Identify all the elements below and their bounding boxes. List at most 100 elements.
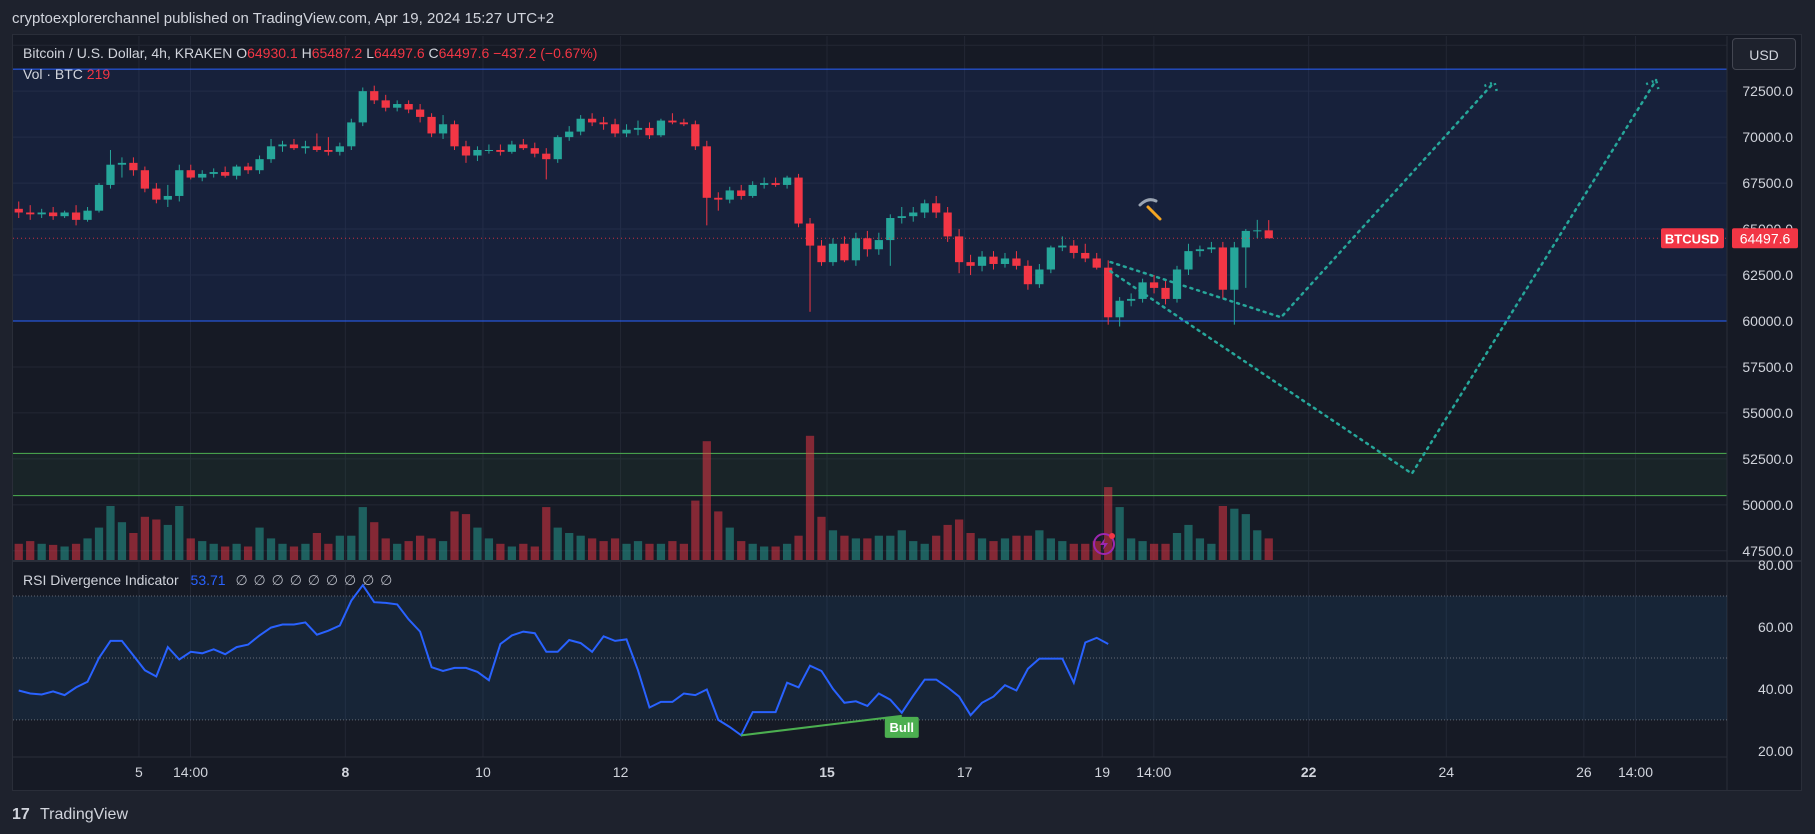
candle[interactable] [874,232,883,255]
candle[interactable] [1023,260,1033,290]
candle[interactable] [599,116,608,130]
candle[interactable] [1000,252,1010,268]
candle[interactable] [1195,245,1205,257]
price-tag[interactable]: BTCUSD 64497.6 [1661,228,1798,249]
candle[interactable] [427,113,436,138]
candle[interactable] [622,124,631,138]
candle[interactable] [1264,220,1273,239]
candle[interactable] [301,140,310,154]
candle[interactable] [553,135,562,163]
candle[interactable] [381,94,390,112]
candle[interactable] [484,144,494,154]
candle[interactable] [404,100,413,114]
candle[interactable] [886,214,895,266]
candle[interactable] [347,118,356,150]
currency-button[interactable]: USD [1732,38,1796,70]
time-axis[interactable]: 5 14:00 8 10 12 15 17 19 14:00 22 24 26 14:00 [135,764,1653,780]
candle[interactable] [140,166,150,193]
candle[interactable] [450,120,459,150]
candle[interactable] [1253,219,1262,239]
candle[interactable] [840,236,849,263]
candle[interactable] [817,240,826,266]
bull-divergence-line[interactable] [741,714,902,737]
candle[interactable] [702,140,711,226]
candle[interactable] [851,232,861,266]
candle[interactable] [175,164,184,202]
candle[interactable] [312,133,322,152]
candle[interactable] [129,157,138,176]
candle[interactable] [1184,243,1193,276]
candle[interactable] [530,142,539,158]
candle[interactable] [863,230,872,257]
candle[interactable] [1092,252,1101,270]
candle[interactable] [393,100,402,112]
candle[interactable] [415,104,425,123]
tradingview-logo-icon[interactable]: 17 [12,806,30,823]
candle[interactable] [1149,275,1159,294]
candle[interactable] [542,148,551,180]
candle[interactable] [977,251,987,272]
candle[interactable] [782,175,792,189]
candle[interactable] [243,162,253,174]
candle[interactable] [656,118,666,138]
candle[interactable] [748,181,757,198]
candle[interactable] [221,166,230,178]
bull-label[interactable]: Bull [884,716,919,738]
flash-icon[interactable] [1093,533,1115,555]
candle[interactable] [909,206,918,222]
candle[interactable] [565,126,574,141]
symbol-title[interactable]: Bitcoin / U.S. Dollar, 4h, KRAKEN [23,45,233,61]
candle[interactable] [1115,297,1124,327]
candle[interactable] [668,113,677,125]
candle[interactable] [1046,245,1055,274]
candle[interactable] [14,201,23,219]
candle[interactable] [920,199,929,219]
candle[interactable] [71,205,81,226]
candle[interactable] [232,164,241,180]
candle[interactable] [324,137,333,156]
candle[interactable] [610,118,620,138]
candle[interactable] [335,142,344,156]
candle[interactable] [771,177,780,187]
candle[interactable] [519,138,528,150]
candle[interactable] [278,140,287,152]
candle[interactable] [186,164,195,180]
candle[interactable] [828,238,838,266]
candle[interactable] [1230,241,1239,325]
candle[interactable] [94,183,104,213]
rsi-name[interactable]: RSI Divergence Indicator [23,572,179,588]
candle[interactable] [152,183,161,204]
candle[interactable] [1035,263,1044,288]
volume-label[interactable]: Vol · BTC [23,66,83,82]
candle[interactable] [737,184,746,200]
candle[interactable] [1126,293,1136,307]
candle[interactable] [266,138,276,163]
candle[interactable] [576,115,585,136]
candle[interactable] [897,206,906,224]
rsi-axis[interactable]: 20.00 40.00 60.00 80.00 [1758,557,1793,759]
candle[interactable] [794,173,803,228]
candle[interactable] [760,177,769,189]
candle[interactable] [943,206,952,242]
candle[interactable] [163,184,172,207]
candle[interactable] [1138,278,1147,303]
candle[interactable] [370,85,379,105]
price-axis[interactable]: 47500.0 50000.0 52500.0 55000.0 57500.0 60000… [1742,37,1793,559]
candle[interactable] [1207,241,1216,253]
candle[interactable] [932,195,941,219]
candle[interactable] [805,218,815,312]
candle[interactable] [209,168,218,178]
candle[interactable] [1081,243,1090,263]
candle[interactable] [989,251,998,270]
candle[interactable] [1241,229,1250,288]
candle[interactable] [507,140,516,154]
candle[interactable] [588,113,597,127]
candle[interactable] [1012,251,1021,270]
candle[interactable] [83,206,92,222]
candle[interactable] [1218,241,1227,299]
candle[interactable] [255,155,264,174]
candle[interactable] [60,210,69,219]
candle[interactable] [198,170,207,182]
candle[interactable] [49,206,58,220]
